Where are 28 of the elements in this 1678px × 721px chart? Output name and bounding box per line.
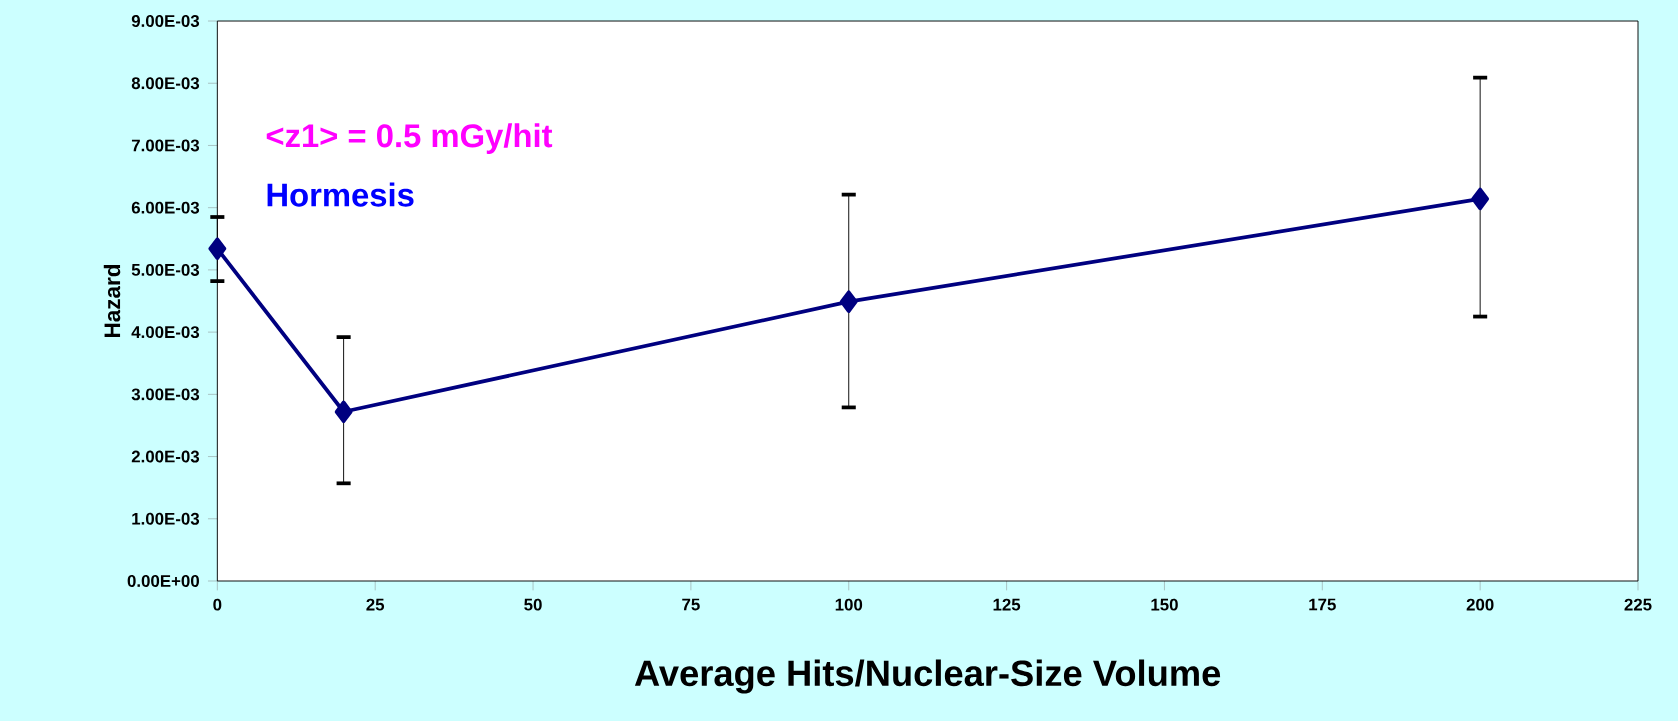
x-tick-label: 150 bbox=[1151, 598, 1178, 611]
y-tick-label: 1.00E-03 bbox=[132, 512, 200, 525]
x-tick-label: 50 bbox=[524, 598, 542, 611]
y-tick-label: 9.00E-03 bbox=[131, 15, 200, 27]
annotation: Hormesis bbox=[267, 182, 414, 207]
y-axis-title: Hazard bbox=[103, 265, 121, 338]
x-tick-label: 0 bbox=[213, 598, 222, 611]
y-tick-label: 6.00E-03 bbox=[131, 201, 200, 214]
x-tick-label: 225 bbox=[1624, 598, 1652, 611]
y-tick-label: 0.00E+00 bbox=[127, 575, 199, 587]
annotation: <z1> = 0.5 mGy/hit bbox=[266, 123, 553, 154]
y-tick-label: 4.00E-03 bbox=[131, 326, 200, 339]
point bbox=[1471, 187, 1490, 211]
point bbox=[334, 400, 353, 424]
y-tick-label: 5.00E-03 bbox=[131, 263, 200, 276]
x-tick-label: 200 bbox=[1466, 598, 1494, 611]
x-tick-label: 100 bbox=[835, 598, 863, 611]
x-tick-label: 75 bbox=[682, 598, 700, 611]
x-tick-label: 125 bbox=[993, 598, 1021, 611]
point bbox=[208, 237, 227, 260]
y-tick-label: 3.00E-03 bbox=[131, 388, 200, 401]
x-tick-label: 25 bbox=[366, 598, 385, 611]
point bbox=[839, 290, 858, 313]
y-tick-label: 7.00E-03 bbox=[131, 139, 200, 152]
y-tick-label: 8.00E-03 bbox=[131, 77, 200, 90]
x-tick-label: 175 bbox=[1309, 598, 1336, 611]
x-axis-title: Average Hits/Nuclear-Size Volume bbox=[634, 659, 1221, 694]
y-tick-label: 2.00E-03 bbox=[131, 450, 200, 463]
